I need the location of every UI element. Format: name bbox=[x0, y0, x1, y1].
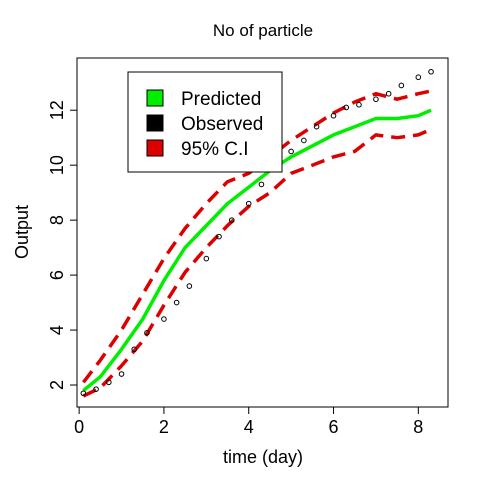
observed-point bbox=[416, 75, 421, 80]
x-tick-label: 2 bbox=[159, 417, 169, 437]
observed-point bbox=[119, 372, 124, 377]
observed-point bbox=[386, 91, 391, 96]
observed-point bbox=[374, 97, 379, 102]
y-tick-label: 6 bbox=[47, 270, 67, 280]
x-axis: 0 2 4 6 8 bbox=[74, 407, 423, 437]
y-axis-title: Output bbox=[12, 205, 32, 259]
observed-point bbox=[204, 256, 209, 261]
y-tick-label: 12 bbox=[47, 100, 67, 120]
observed-point bbox=[302, 138, 307, 143]
y-tick-label: 4 bbox=[47, 325, 67, 335]
observed-point bbox=[259, 182, 264, 187]
legend-swatch bbox=[147, 140, 163, 156]
x-tick-label: 4 bbox=[244, 417, 254, 437]
observed-point bbox=[289, 149, 294, 154]
legend-swatch bbox=[147, 90, 163, 106]
observed-point bbox=[357, 102, 362, 107]
observed-point bbox=[174, 300, 179, 305]
legend-swatch bbox=[147, 115, 163, 131]
legend-label: Observed bbox=[181, 114, 263, 135]
observed-point bbox=[399, 83, 404, 88]
x-tick-label: 8 bbox=[413, 417, 423, 437]
x-tick-label: 0 bbox=[74, 417, 84, 437]
legend: Predicted Observed 95% C.I bbox=[128, 72, 282, 172]
legend-label: Predicted bbox=[181, 89, 261, 110]
y-tick-label: 8 bbox=[47, 215, 67, 225]
legend-label: 95% C.I bbox=[181, 139, 249, 160]
observed-point bbox=[429, 69, 434, 74]
y-axis: 2 4 6 8 10 12 bbox=[47, 100, 77, 390]
x-axis-title: time (day) bbox=[223, 447, 303, 467]
x-tick-label: 6 bbox=[329, 417, 339, 437]
observed-point bbox=[187, 284, 192, 289]
observed-point bbox=[162, 317, 167, 322]
chart-title: No of particle bbox=[213, 21, 313, 40]
y-tick-label: 10 bbox=[47, 155, 67, 175]
y-tick-label: 2 bbox=[47, 380, 67, 390]
